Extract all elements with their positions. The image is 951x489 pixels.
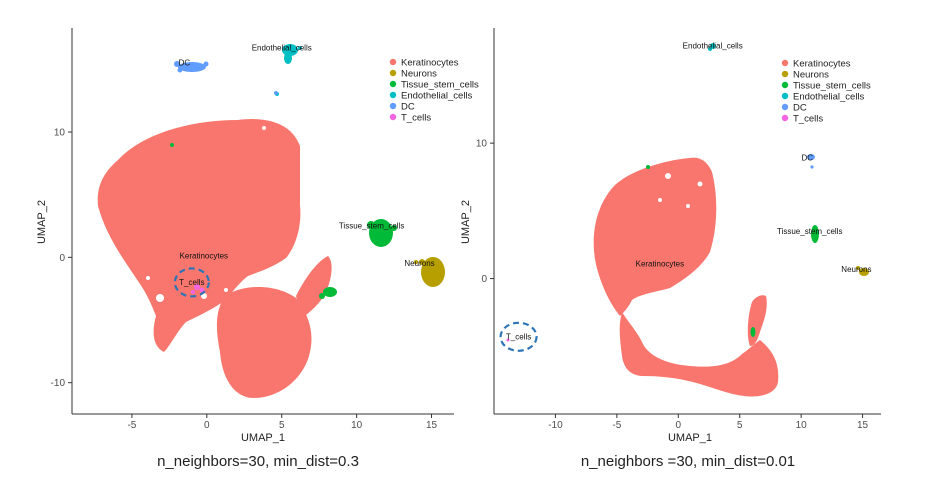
- cluster-label: Neurons: [841, 265, 871, 274]
- y-tick-label: 0: [481, 274, 487, 285]
- x-tick-label: 15: [857, 420, 869, 431]
- x-tick-label: 5: [279, 420, 285, 431]
- legend-entry: T_cells: [793, 113, 823, 124]
- cluster-neurons: [414, 257, 445, 287]
- legend-swatch: [781, 92, 789, 100]
- cluster-label: Endothelial_cells: [252, 44, 312, 53]
- y-tick-label: -10: [51, 378, 66, 389]
- x-tick-label: 5: [737, 420, 743, 431]
- y-tick-label: 0: [59, 253, 65, 264]
- cluster-dc: [174, 61, 278, 95]
- scatter-cells-panel-1: [97, 44, 445, 398]
- x-tick-label: 10: [351, 420, 363, 431]
- cluster-t-cells: [191, 284, 205, 294]
- cluster-keratinocytes-tail: [296, 256, 332, 318]
- x-tick-label: -10: [548, 420, 563, 431]
- t-cells-highlight-ellipse: [499, 321, 538, 352]
- legend-panel-1: KeratinocytesNeuronsTissue_stem_cellsEnd…: [389, 57, 479, 123]
- legend-entry: T_cells: [401, 112, 431, 123]
- cluster-dc: [807, 154, 815, 169]
- legend-swatch: [389, 113, 397, 121]
- cluster-keratinocytes-right-arm: [747, 295, 767, 346]
- caption-panel-1: n_neighbors=30, min_dist=0.3: [157, 453, 359, 470]
- cluster-labels-panel-2: Endothelial_cellsDCTissue_stem_cellsNeur…: [506, 41, 872, 341]
- scatter-cells-panel-2: [506, 43, 869, 397]
- legend-entry: Endothelial_cells: [401, 90, 473, 101]
- mass-holes: [658, 173, 703, 208]
- y-ticks-panel-1: -10 0 10: [51, 128, 72, 389]
- x-tick-label: -5: [612, 420, 621, 431]
- legend-swatch: [781, 81, 789, 89]
- legend-swatch: [389, 69, 397, 77]
- y-tick-label: 10: [54, 128, 66, 139]
- cluster-keratinocytes: [97, 119, 301, 353]
- cluster-label: Keratinocytes: [636, 259, 684, 268]
- legend-entry: Tissue_stem_cells: [401, 79, 479, 90]
- cluster-label: Tissue_stem_cells: [339, 222, 405, 231]
- x-tick-label: 10: [796, 420, 808, 431]
- cluster-label: Endothelial_cells: [683, 41, 743, 50]
- caption-panel-2: n_neighbors =30, min_dist=0.01: [581, 453, 795, 470]
- legend-entry: Endothelial_cells: [793, 91, 865, 102]
- cluster-endothelial-cells: [708, 43, 716, 51]
- legend-swatch: [389, 102, 397, 110]
- umap-panel-2: Endothelial_cellsDCTissue_stem_cellsNeur…: [460, 28, 881, 470]
- cluster-tissue-stem-cells: [646, 165, 819, 337]
- x-tick-label: -5: [127, 420, 136, 431]
- legend-entry: Keratinocytes: [793, 58, 851, 69]
- x-ticks-panel-1: -5 0 5 10 15: [127, 414, 438, 431]
- x-ticks-panel-2: -10 -5 0 5 10 15: [548, 414, 869, 431]
- x-axis-label: UMAP_1: [668, 432, 712, 444]
- legend-entry: DC: [401, 101, 415, 112]
- cluster-label: T_cells: [506, 333, 531, 342]
- x-tick-label: 15: [426, 420, 438, 431]
- cluster-keratinocytes: [593, 157, 717, 316]
- cluster-neurons: [856, 266, 869, 276]
- y-axis-label: UMAP_2: [460, 200, 472, 244]
- y-ticks-panel-2: 0 10: [476, 139, 494, 285]
- cluster-keratinocytes-arm: [619, 312, 779, 397]
- legend-swatch: [781, 114, 789, 122]
- legend-swatch: [389, 80, 397, 88]
- y-tick-label: 10: [476, 139, 488, 150]
- legend-entry: Keratinocytes: [401, 57, 459, 68]
- legend-entry: Neurons: [793, 69, 829, 80]
- x-tick-label: 0: [204, 420, 210, 431]
- cluster-t-cells: [506, 338, 510, 342]
- legend-swatch: [781, 59, 789, 67]
- cluster-label: DC: [179, 59, 191, 68]
- x-axis-label: UMAP_1: [241, 432, 285, 444]
- legend-entry: DC: [793, 102, 807, 113]
- legend-swatch: [781, 70, 789, 78]
- legend-entry: Neurons: [401, 68, 437, 79]
- x-tick-label: 0: [676, 420, 682, 431]
- legend-panel-2: KeratinocytesNeuronsTissue_stem_cellsEnd…: [781, 58, 871, 124]
- umap-panel-1: Endothelial_cellsDCTissue_stem_cellsNeur…: [36, 28, 479, 470]
- t-cells-highlight-ellipse: [173, 267, 210, 298]
- legend-entry: Tissue_stem_cells: [793, 80, 871, 91]
- cluster-label: DC: [802, 154, 814, 163]
- legend-swatch: [389, 91, 397, 99]
- cluster-label: Neurons: [404, 259, 434, 268]
- legend-swatch: [389, 58, 397, 66]
- cluster-keratinocytes-lower: [216, 286, 312, 398]
- cluster-tissue-stem-cells: [170, 143, 397, 299]
- cluster-label: T_cells: [179, 278, 204, 287]
- cluster-labels-panel-1: Endothelial_cells DC Tissue_stem_cells Neur…: [179, 44, 435, 287]
- cluster-label: Tissue_stem_cells: [777, 227, 843, 236]
- legend-swatch: [781, 103, 789, 111]
- y-axis-label: UMAP_2: [36, 200, 48, 244]
- cluster-label: Keratinocytes: [180, 252, 228, 261]
